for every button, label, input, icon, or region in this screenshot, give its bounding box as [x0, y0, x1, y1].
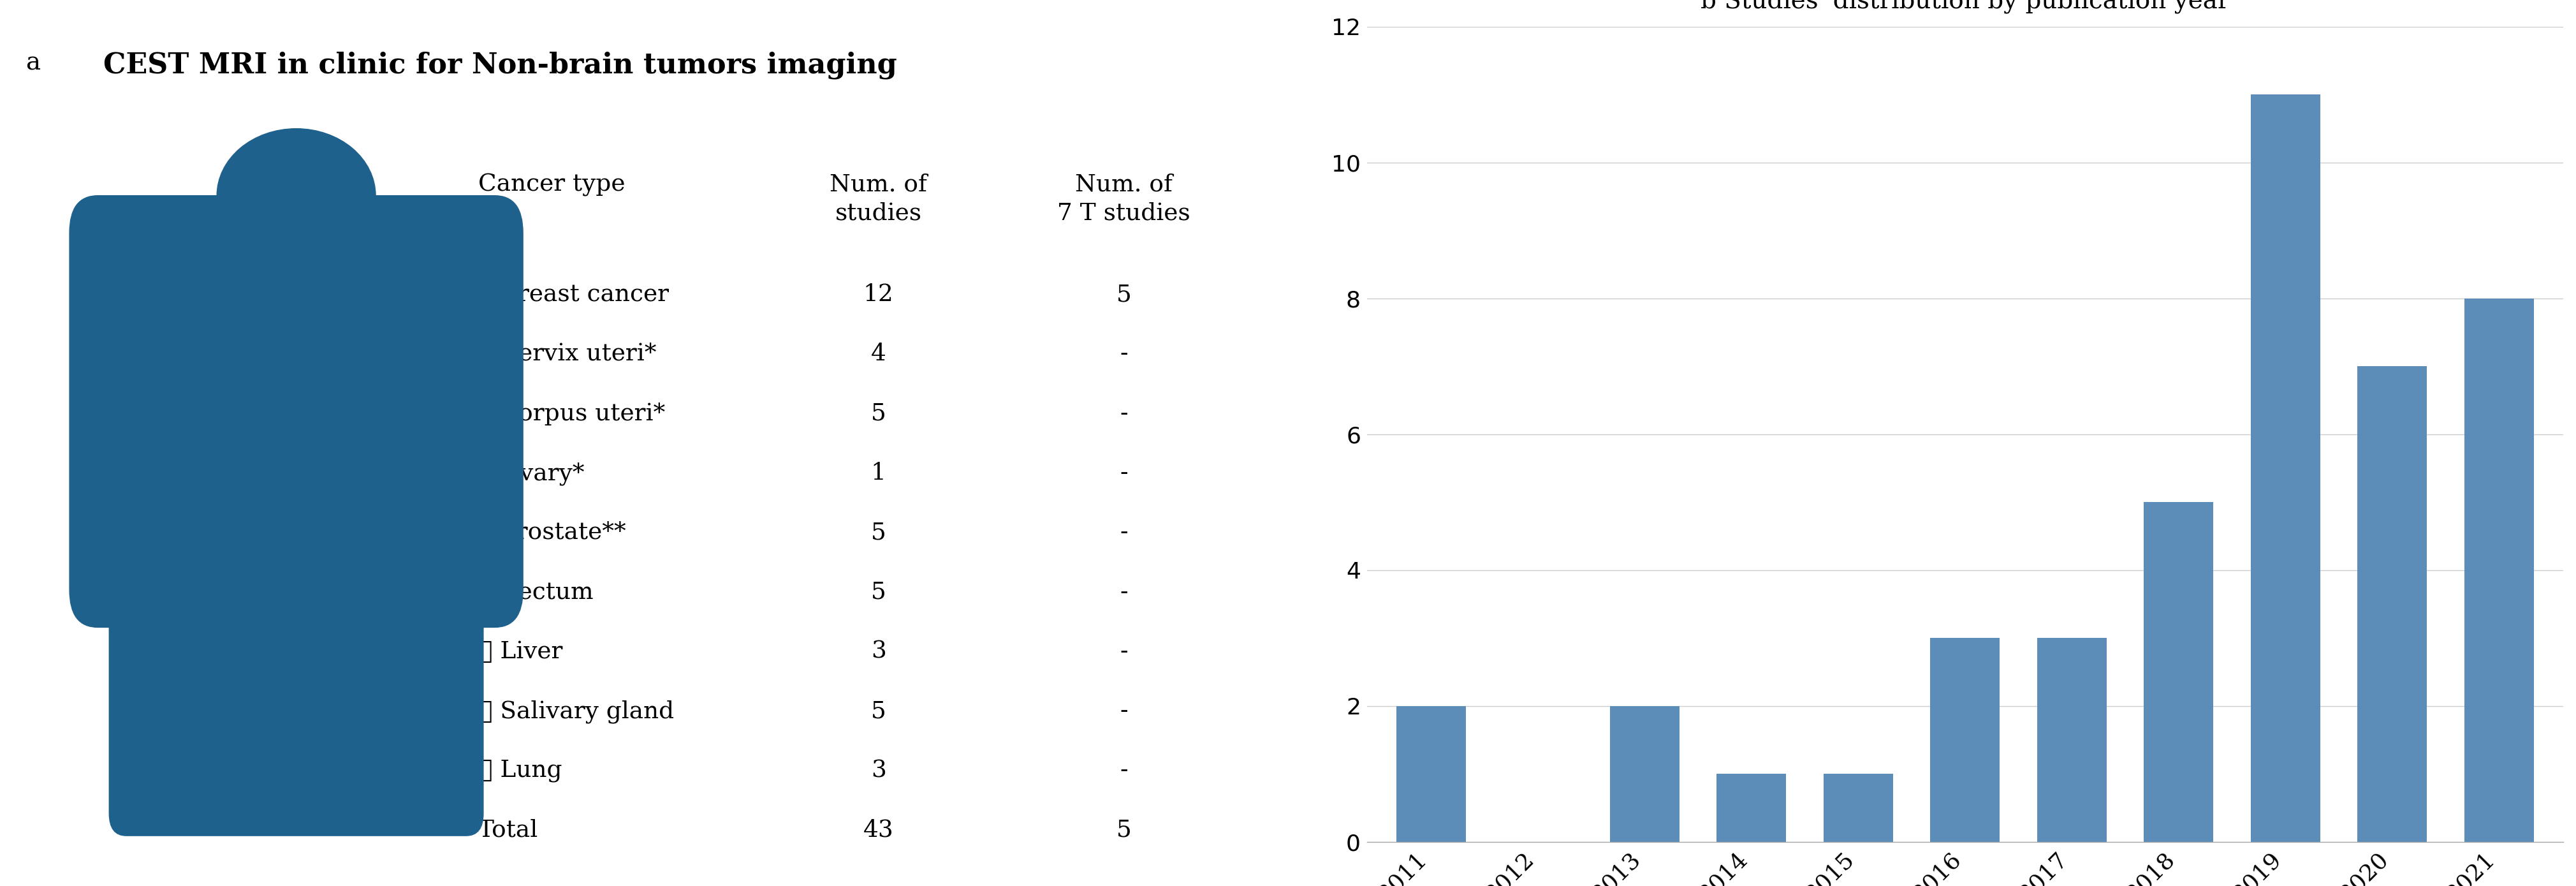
- Text: 5: 5: [871, 700, 886, 723]
- Text: Cancer type: Cancer type: [479, 174, 626, 197]
- Bar: [2251, 95, 2321, 842]
- Text: 5: 5: [871, 581, 886, 604]
- Text: a: a: [26, 51, 41, 74]
- Text: CEST MRI in clinic for Non-brain tumors imaging: CEST MRI in clinic for Non-brain tumors …: [103, 51, 896, 79]
- Text: ④ Ovary*: ④ Ovary*: [479, 462, 585, 486]
- Text: -: -: [1121, 402, 1128, 425]
- Text: ② Cervix uteri*: ② Cervix uteri*: [479, 343, 657, 366]
- Text: ⑧ Salivary gland: ⑧ Salivary gland: [479, 700, 675, 723]
- FancyBboxPatch shape: [108, 531, 484, 835]
- Text: ⑤ Prostate**: ⑤ Prostate**: [479, 521, 626, 544]
- Text: ① Breast cancer: ① Breast cancer: [479, 284, 670, 307]
- Text: 5: 5: [871, 521, 886, 544]
- Text: -: -: [1121, 343, 1128, 366]
- Bar: [1716, 773, 1785, 842]
- Text: 5: 5: [1115, 819, 1131, 842]
- Ellipse shape: [216, 128, 376, 262]
- Title: b Studies' distribution by publication year: b Studies' distribution by publication y…: [1700, 0, 2228, 14]
- Bar: [1610, 706, 1680, 842]
- Text: -: -: [1121, 641, 1128, 664]
- Text: -: -: [1121, 462, 1128, 485]
- Bar: [2465, 299, 2535, 842]
- Bar: [1396, 706, 1466, 842]
- Bar: [2038, 638, 2107, 842]
- Text: 1: 1: [871, 462, 886, 485]
- Text: ⑦ Liver: ⑦ Liver: [479, 641, 562, 664]
- Text: 5: 5: [871, 402, 886, 425]
- Text: Num. of
studies: Num. of studies: [829, 174, 927, 224]
- Text: 12: 12: [863, 284, 894, 307]
- Text: 3: 3: [871, 759, 886, 782]
- Bar: [1929, 638, 1999, 842]
- Text: Num. of
7 T studies: Num. of 7 T studies: [1056, 174, 1190, 224]
- Text: -: -: [1121, 759, 1128, 782]
- Bar: [2357, 366, 2427, 842]
- Text: 43: 43: [863, 819, 894, 842]
- Bar: [2143, 502, 2213, 842]
- Text: 4: 4: [871, 343, 886, 366]
- Text: Total: Total: [479, 819, 538, 842]
- Text: 3: 3: [871, 641, 886, 664]
- Bar: [1824, 773, 1893, 842]
- Text: -: -: [1121, 521, 1128, 544]
- Text: -: -: [1121, 700, 1128, 723]
- Text: ⑥ Rectum: ⑥ Rectum: [479, 581, 592, 604]
- Text: ⑨ Lung: ⑨ Lung: [479, 759, 562, 782]
- Text: 5: 5: [1115, 284, 1131, 307]
- Text: ③ Corpus uteri*: ③ Corpus uteri*: [479, 402, 665, 425]
- FancyBboxPatch shape: [70, 196, 523, 627]
- Text: -: -: [1121, 581, 1128, 604]
